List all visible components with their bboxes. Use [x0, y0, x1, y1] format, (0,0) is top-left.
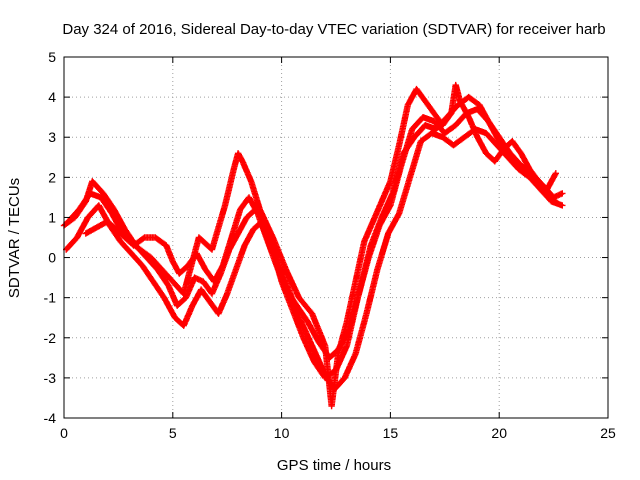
x-tick-label: 0 — [60, 425, 68, 441]
y-tick-label: 4 — [48, 89, 56, 105]
x-tick-label: 5 — [169, 425, 177, 441]
x-axis-label: GPS time / hours — [277, 457, 391, 474]
y-tick-label: -1 — [44, 290, 57, 306]
x-tick-label: 25 — [600, 425, 616, 441]
axis-ticks: 0 5 10 15 20 25 -4 -3 -2 -1 0 1 2 3 4 5 — [44, 49, 616, 441]
data-series-track-d — [82, 81, 559, 410]
y-tick-label: 3 — [48, 129, 56, 145]
data-series — [60, 81, 566, 410]
y-tick-label: -2 — [44, 330, 57, 346]
y-tick-label: 0 — [48, 250, 56, 266]
y-tick-label: 2 — [48, 169, 56, 185]
plot-frame — [63, 56, 609, 419]
x-tick-label: 10 — [274, 425, 290, 441]
data-series-track-b — [63, 126, 566, 394]
y-tick-label: -3 — [44, 370, 57, 386]
y-tick-label: 5 — [48, 49, 56, 65]
chart-title: Day 324 of 2016, Sidereal Day-to-day VTE… — [62, 21, 605, 38]
y-tick-label: -4 — [44, 410, 57, 426]
x-tick-label: 15 — [383, 425, 399, 441]
y-tick-label: 1 — [48, 209, 56, 225]
x-tick-label: 20 — [491, 425, 507, 441]
y-axis-label: SDTVAR / TECUs — [6, 178, 23, 298]
